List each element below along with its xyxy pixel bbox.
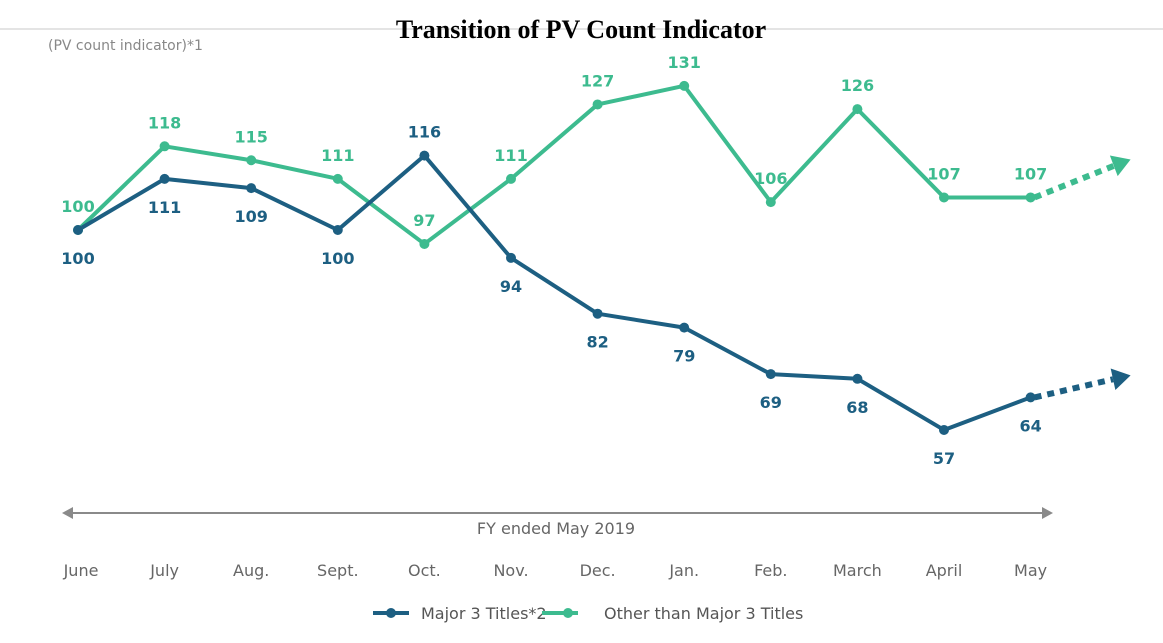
- data-point: [592, 308, 603, 319]
- period-label: FY ended May 2019: [477, 519, 635, 538]
- trend-arrowhead-1: [1109, 155, 1131, 177]
- trend-dash-1: [1033, 163, 1115, 201]
- data-point: [939, 192, 949, 203]
- data-label: 111: [148, 198, 181, 217]
- data-label: 116: [408, 123, 441, 142]
- data-label: 68: [846, 398, 868, 417]
- data-point: [852, 104, 863, 115]
- data-point: [246, 155, 257, 166]
- data-label: 100: [321, 249, 354, 268]
- x-tick-label: Jan.: [668, 561, 699, 580]
- data-point: [679, 322, 690, 333]
- y-axis-label: (PV count indicator)*1: [48, 38, 203, 54]
- data-labels: 100 118 115 111 97 111 127 131 106 126 107 107 100 11…: [61, 53, 1047, 468]
- legend-item-1: Other than Major 3 Titles: [542, 604, 803, 623]
- data-label: 94: [500, 277, 522, 296]
- data-label: 126: [841, 76, 874, 95]
- data-point: [332, 225, 343, 235]
- data-label: 111: [321, 146, 354, 165]
- x-tick-label: Aug.: [233, 561, 269, 580]
- data-point: [73, 225, 83, 235]
- data-point: [506, 252, 516, 263]
- trend-arrows: [1033, 155, 1131, 401]
- data-point: [159, 141, 170, 152]
- x-tick-label: Nov.: [493, 561, 528, 580]
- data-point: [246, 183, 257, 194]
- data-point: [332, 173, 343, 184]
- data-point: [419, 150, 430, 161]
- data-point: [159, 173, 170, 184]
- data-point: [1025, 392, 1036, 403]
- x-tick-label: Oct.: [408, 561, 441, 580]
- data-point: [679, 80, 690, 91]
- data-point: [939, 424, 949, 435]
- data-label: 127: [581, 71, 614, 90]
- data-label: 107: [1014, 164, 1047, 183]
- data-label: 131: [667, 53, 700, 72]
- series-line-0: [76, 153, 1033, 432]
- x-tick-label: Sept.: [317, 561, 359, 580]
- data-label: 111: [494, 146, 527, 165]
- legend-item-0: Major 3 Titles*2: [373, 604, 547, 623]
- data-label: 109: [234, 207, 267, 226]
- series-lines: [76, 83, 1033, 432]
- data-label: 64: [1019, 416, 1041, 435]
- x-tick-label: April: [926, 561, 963, 580]
- trend-dash-0: [1033, 376, 1114, 401]
- x-axis-labels: June July Aug. Sept. Oct. Nov. Dec. Jan. Feb. Mar…: [63, 561, 1048, 580]
- data-label: 82: [586, 333, 608, 352]
- x-tick-label: March: [833, 561, 882, 580]
- legend-swatch-marker: [386, 608, 396, 618]
- x-tick-label: Feb.: [754, 561, 787, 580]
- data-label: 100: [61, 249, 94, 268]
- data-label: 57: [933, 449, 955, 468]
- legend-label: Major 3 Titles*2: [421, 604, 547, 623]
- x-tick-label: Dec.: [580, 561, 616, 580]
- x-tick-label: May: [1014, 561, 1047, 580]
- data-points: [73, 80, 1036, 435]
- data-point: [506, 173, 516, 184]
- data-point: [1025, 192, 1036, 203]
- data-label: 107: [927, 164, 960, 183]
- data-label: 79: [673, 347, 695, 366]
- data-label: 115: [234, 127, 267, 146]
- legend-swatch-marker: [563, 608, 573, 618]
- data-label: 100: [61, 197, 94, 216]
- data-label: 97: [413, 211, 435, 230]
- trend-arrowhead-0: [1110, 368, 1131, 391]
- period-arrow: [62, 507, 1053, 519]
- data-label: 69: [760, 393, 782, 412]
- legend: Major 3 Titles*2 Other than Major 3 Title…: [373, 604, 803, 623]
- x-tick-label: July: [149, 561, 179, 580]
- data-point: [592, 99, 603, 110]
- chart-title: Transition of PV Count Indicator: [396, 15, 766, 44]
- data-point: [765, 197, 776, 208]
- x-tick-label: June: [63, 561, 99, 580]
- data-point: [852, 373, 863, 384]
- legend-label: Other than Major 3 Titles: [604, 604, 803, 623]
- data-label: 118: [148, 113, 181, 132]
- series-line-1: [76, 83, 1033, 246]
- data-point: [419, 238, 430, 249]
- data-label: 106: [754, 169, 787, 188]
- data-point: [765, 369, 776, 380]
